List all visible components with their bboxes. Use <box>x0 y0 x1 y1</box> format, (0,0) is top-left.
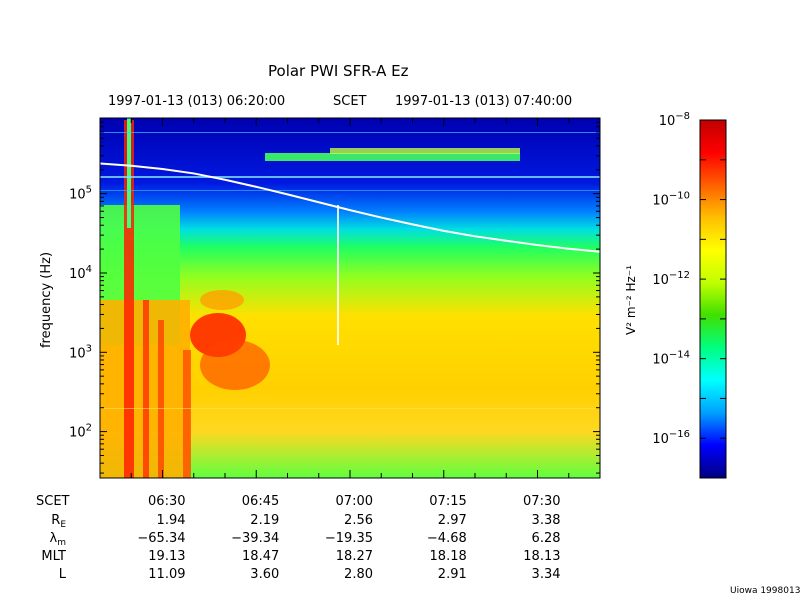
ephemeris-row-label: SCET <box>36 494 70 509</box>
ephemeris-value: 2.91 <box>438 567 467 582</box>
vertical-burst-1 <box>124 120 134 478</box>
ephemeris-value: 3.38 <box>532 513 561 528</box>
ephemeris-value: 3.60 <box>250 567 279 582</box>
ephemeris-row-label: RE <box>51 513 66 530</box>
red-patch-2 <box>200 340 270 390</box>
credit-label: Uiowa 19980130 <box>730 586 800 596</box>
x-axis-ticks <box>99 118 601 478</box>
orange-patch <box>200 290 244 310</box>
ephemeris-value: 06:30 <box>148 494 185 509</box>
ephemeris-value: 2.80 <box>344 567 373 582</box>
ephemeris-row-label: λm <box>50 531 66 548</box>
colorbar-labels: 10−8 10−10 10−12 10−14 10−16 <box>652 111 690 447</box>
top-end-time: 1997-01-13 (013) 07:40:00 <box>395 94 573 109</box>
vertical-burst-top <box>127 118 131 228</box>
colorbar-tick-label: 10−14 <box>652 350 690 368</box>
top-center-label: SCET <box>333 94 367 109</box>
ephemeris-value: 2.19 <box>250 513 279 528</box>
colorbar-tick-label: 10−16 <box>652 429 690 447</box>
ephemeris-value: −39.34 <box>231 531 279 546</box>
series-line <box>100 162 600 253</box>
colorbar-label: V² m⁻² Hz⁻¹ <box>624 265 638 335</box>
colorbar-ticks <box>700 119 726 479</box>
ephemeris-row-label: MLT <box>41 549 66 564</box>
ephemeris-value: −4.68 <box>427 531 467 546</box>
ephemeris-value: 19.13 <box>148 549 185 564</box>
ephemeris-value: 18.47 <box>242 549 279 564</box>
ephemeris-value: 11.09 <box>148 567 185 582</box>
ephemeris-row-label: L <box>59 567 67 582</box>
spectrogram-image <box>100 118 600 478</box>
interference-line-2 <box>100 176 600 178</box>
y-axis-ticks <box>100 117 600 474</box>
narrowband-emission-core <box>330 148 520 154</box>
ephemeris-value: 2.56 <box>344 513 373 528</box>
ephemeris-value: −65.34 <box>137 531 185 546</box>
top-start-time: 1997-01-13 (013) 06:20:00 <box>108 94 286 109</box>
ephemeris-value: 1.94 <box>157 513 186 528</box>
ephemeris-value: 07:30 <box>523 494 560 509</box>
ephemeris-value: 18.13 <box>523 549 560 564</box>
ephemeris-value: 07:15 <box>429 494 466 509</box>
interference-line-3 <box>100 190 600 191</box>
ephemeris-value: 18.18 <box>430 549 467 564</box>
colorbar-tick-label: 10−10 <box>652 191 690 209</box>
colorbar <box>699 119 727 479</box>
vertical-burst-3 <box>158 320 164 478</box>
ephemeris-table: SCET 06:30 06:45 07:00 07:15 07:30 RE 1.94 2.19 2… <box>36 494 561 582</box>
colorbar-tick-label: 10−12 <box>652 270 690 288</box>
y-axis-labels: 102 103 104 105 <box>69 185 92 441</box>
data-gap-line <box>337 205 339 345</box>
ephemeris-value: 3.34 <box>532 567 561 582</box>
ephemeris-value: 07:00 <box>336 494 373 509</box>
series-layer <box>100 162 600 253</box>
colorbar-tick-label: 10−8 <box>659 111 690 129</box>
ephemeris-value: 06:45 <box>242 494 279 509</box>
ephemeris-value: −19.35 <box>325 531 373 546</box>
narrowband-emission <box>265 153 520 161</box>
chart-title: Polar PWI SFR-A Ez <box>268 62 409 80</box>
vertical-burst-4 <box>183 350 191 478</box>
interference-line-4 <box>100 408 600 409</box>
y-tick-label: 105 <box>69 185 92 203</box>
y-tick-label: 103 <box>69 343 92 361</box>
ephemeris-value: 2.97 <box>438 513 467 528</box>
ephemeris-value: 18.27 <box>336 549 373 564</box>
y-tick-label: 104 <box>69 264 92 282</box>
y-tick-label: 102 <box>69 423 92 441</box>
interference-line-1 <box>100 132 600 133</box>
vertical-burst-2 <box>143 300 149 478</box>
y-axis-label: frequency (Hz) <box>39 252 54 348</box>
ephemeris-value: 6.28 <box>532 531 561 546</box>
